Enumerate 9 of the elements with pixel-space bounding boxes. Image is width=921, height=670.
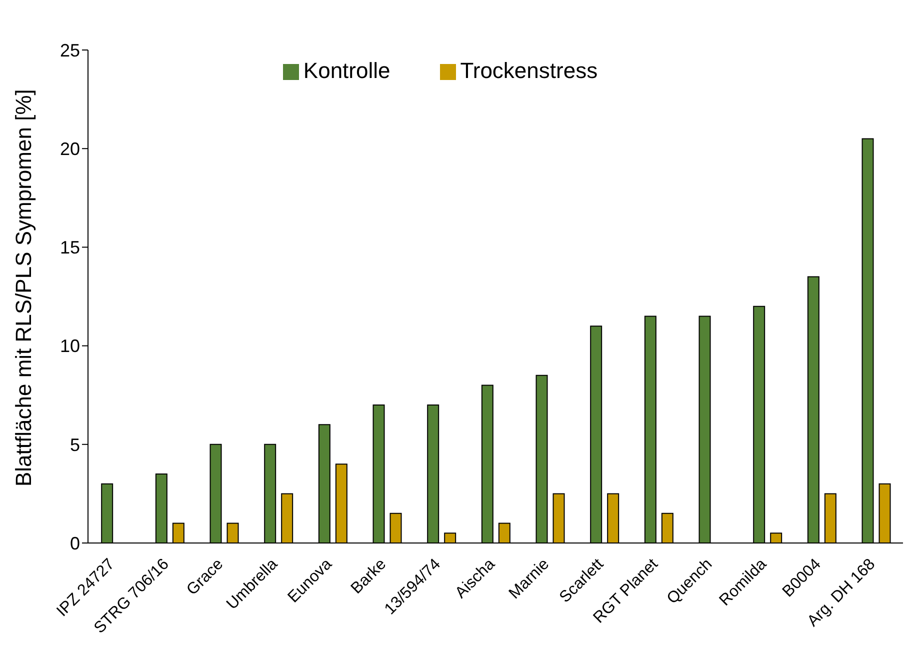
y-tick-label: 10 (60, 336, 80, 356)
y-tick-label: 5 (70, 434, 80, 455)
y-tick-label: 0 (70, 533, 80, 554)
legend-label: Kontrolle (303, 58, 390, 83)
y-tick-label: 25 (60, 40, 80, 60)
y-tick-label: 15 (60, 238, 80, 258)
legend-label: Trockenstress (460, 58, 598, 83)
y-tick-label: 20 (60, 138, 80, 159)
y-axis-title: Blattfläche mit RLS/PLS Sympromen [%] (10, 89, 36, 486)
